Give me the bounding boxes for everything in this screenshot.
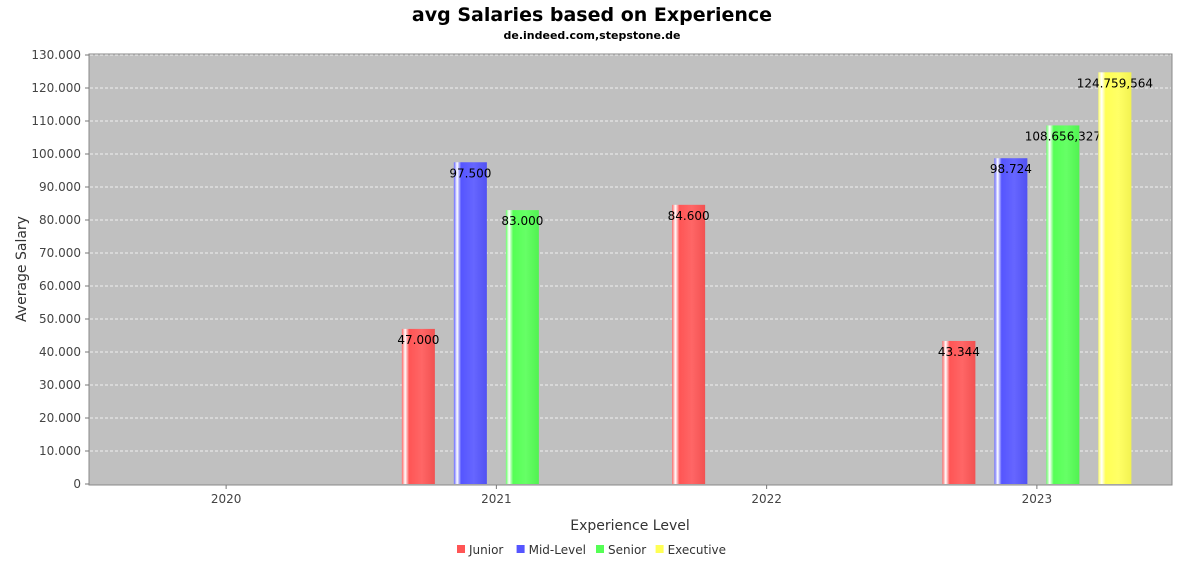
bars: 47.000 97.500 83.000 84.600 43.344 98.724 108.… — [397, 72, 1153, 485]
chart-title: avg Salaries based on Experience — [412, 4, 772, 26]
bar-senior-2021 — [505, 210, 539, 484]
x-tick-label: 2023 — [1022, 492, 1053, 506]
data-label: 83.000 — [501, 214, 543, 228]
legend-swatch — [457, 545, 465, 553]
y-tick-label: 120.000 — [31, 81, 81, 95]
y-tick-label: 20.000 — [39, 411, 81, 425]
y-axis-ticks: 0 10.000 20.000 30.000 40.000 50.000 60.000 70.… — [31, 48, 89, 491]
data-label: 98.724 — [990, 162, 1032, 176]
bar-junior-2022 — [672, 204, 706, 484]
y-axis-label: Average Salary — [14, 216, 30, 322]
plot-area — [88, 53, 1173, 486]
grid-lines — [90, 54, 1171, 452]
x-axis-ticks: 2020 2021 2022 2023 — [211, 485, 1052, 506]
y-tick-label: 130.000 — [31, 48, 81, 62]
data-label: 124.759,564 — [1077, 76, 1153, 90]
y-tick-label: 70.000 — [39, 246, 81, 260]
data-label: 43.344 — [938, 345, 980, 359]
x-tick-label: 2021 — [481, 492, 512, 506]
y-tick-label: 0 — [73, 477, 81, 491]
bar-mid-level-2021 — [453, 162, 487, 484]
x-axis-label: Experience Level — [570, 518, 689, 534]
y-tick-label: 80.000 — [39, 213, 81, 227]
y-tick-label: 40.000 — [39, 345, 81, 359]
legend-label: Junior — [468, 543, 503, 557]
data-label: 97.500 — [449, 166, 491, 180]
y-tick-label: 50.000 — [39, 312, 81, 326]
bar-junior-2023 — [942, 340, 976, 484]
x-tick-label: 2022 — [751, 492, 782, 506]
bar-executive-2023 — [1098, 72, 1132, 484]
x-tick-label: 2020 — [211, 492, 242, 506]
y-tick-label: 30.000 — [39, 378, 81, 392]
y-tick-label: 90.000 — [39, 180, 81, 194]
legend-label: Senior — [608, 543, 646, 557]
data-label: 84.600 — [668, 209, 710, 223]
data-label: 47.000 — [397, 333, 439, 347]
legend-label: Executive — [668, 543, 726, 557]
legend-label: Mid-Level — [529, 543, 586, 557]
bar-junior-2021 — [401, 328, 435, 484]
legend-swatch — [655, 545, 664, 553]
y-tick-label: 100.000 — [31, 147, 81, 161]
y-tick-label: 60.000 — [39, 279, 81, 293]
legend: Junior Mid-Level Senior Executive — [457, 543, 726, 557]
legend-swatch — [596, 545, 604, 553]
y-tick-label: 10.000 — [39, 444, 81, 458]
y-tick-label: 110.000 — [31, 114, 81, 128]
bar-mid-level-2023 — [994, 158, 1028, 484]
data-label: 108.656,327 — [1025, 129, 1101, 143]
legend-swatch — [516, 545, 525, 553]
chart-subtitle: de.indeed.com,stepstone.de — [504, 29, 681, 42]
bar-senior-2023 — [1046, 125, 1080, 485]
